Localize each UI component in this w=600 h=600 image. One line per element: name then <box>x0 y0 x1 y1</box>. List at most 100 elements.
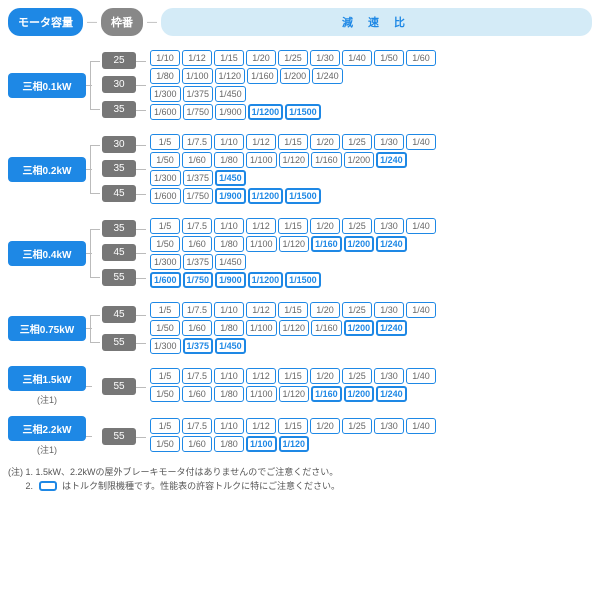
ratio-value: 1/50 <box>150 320 180 336</box>
motor-col: 三相0.2kW <box>8 132 86 206</box>
ratio-value: 1/1500 <box>285 272 321 288</box>
ratio-value: 1/15 <box>214 50 244 66</box>
ratio-value: 1/30 <box>374 134 404 150</box>
ratio-value: 1/100 <box>182 68 213 84</box>
ratio-value: 1/20 <box>246 50 276 66</box>
ratio-value: 1/120 <box>279 236 310 252</box>
ratio-value: 1/12 <box>246 134 276 150</box>
ratio-value: 1/240 <box>312 68 343 84</box>
ratio-value: 1/80 <box>214 386 244 402</box>
ratio-value: 1/30 <box>374 302 404 318</box>
ratio-value: 1/120 <box>279 436 310 452</box>
frame-block: 1/101/121/151/201/251/301/401/501/601/80… <box>150 50 592 84</box>
ratio-value: 1/120 <box>279 152 310 168</box>
highlight-legend-icon <box>39 481 57 491</box>
ratio-value: 1/12 <box>246 218 276 234</box>
motor-badge: 三相0.4kW <box>8 241 86 266</box>
ratio-value: 1/25 <box>342 368 372 384</box>
ratio-value: 1/375 <box>183 86 214 102</box>
ratio-value: 1/100 <box>246 320 277 336</box>
ratio-value: 1/300 <box>150 338 181 354</box>
ratio-value: 1/15 <box>278 134 308 150</box>
ratio-row: 1/51/7.51/101/121/151/201/251/301/40 <box>150 218 592 234</box>
ratio-value: 1/1200 <box>248 272 284 288</box>
ratio-value: 1/10 <box>214 134 244 150</box>
motor-col: 三相0.1kW <box>8 48 86 122</box>
ratio-value: 1/1500 <box>285 188 321 204</box>
ratio-value: 1/900 <box>215 188 246 204</box>
header-frame: 枠番 <box>101 8 143 36</box>
ratio-value: 1/375 <box>183 338 214 354</box>
motor-group: 三相0.1kW2530351/101/121/151/201/251/301/4… <box>8 48 592 122</box>
ratio-value: 1/20 <box>310 418 340 434</box>
ratio-value: 1/300 <box>150 170 181 186</box>
ratio-value: 1/25 <box>342 418 372 434</box>
ratio-value: 1/40 <box>406 134 436 150</box>
footnotes: (注) 1. 1.5kW、2.2kWの屋外ブレーキモータ付はありませんのでご注意… <box>8 466 592 493</box>
ratio-value: 1/80 <box>214 436 244 452</box>
ratio-value: 1/40 <box>406 368 436 384</box>
ratio-value: 1/20 <box>310 218 340 234</box>
ratio-row: 1/3001/3751/450 <box>150 254 592 270</box>
ratio-value: 1/240 <box>376 152 407 168</box>
ratio-col: 1/51/7.51/101/121/151/201/251/301/401/50… <box>150 366 592 406</box>
motor-group: 三相0.75kW45551/51/7.51/101/121/151/201/25… <box>8 300 592 356</box>
ratio-value: 1/7.5 <box>182 368 212 384</box>
ratio-value: 1/10 <box>214 368 244 384</box>
ratio-value: 1/100 <box>246 236 277 252</box>
ratio-row: 1/501/601/801/1001/1201/1601/2001/240 <box>150 386 592 402</box>
footnote-2: (注) 2. はトルク制限機種です。性能表の許容トルクに特にご注意ください。 <box>8 480 592 494</box>
ratio-row: 1/3001/3751/450 <box>150 86 592 102</box>
ratio-value: 1/50 <box>150 436 180 452</box>
ratio-value: 1/200 <box>344 152 375 168</box>
ratio-value: 1/7.5 <box>182 134 212 150</box>
motor-col: 三相0.4kW <box>8 216 86 290</box>
ratio-value: 1/30 <box>374 418 404 434</box>
ratio-value: 1/50 <box>150 152 180 168</box>
motor-badge: 三相1.5kW <box>8 366 86 391</box>
ratio-value: 1/450 <box>215 254 246 270</box>
frame-block: 1/6001/7501/9001/12001/1500 <box>150 188 592 204</box>
ratio-value: 1/40 <box>406 218 436 234</box>
ratio-value: 1/25 <box>278 50 308 66</box>
frame-badge: 55 <box>102 378 136 395</box>
ratio-row: 1/501/601/801/1001/1201/1601/2001/240 <box>150 152 592 168</box>
frame-block: 1/3001/3751/450 <box>150 86 592 102</box>
ratio-value: 1/15 <box>278 418 308 434</box>
ratio-row: 1/501/601/801/1001/1201/1601/2001/240 <box>150 320 592 336</box>
ratio-value: 1/80 <box>214 152 244 168</box>
frame-col: 354555 <box>102 216 136 290</box>
ratio-value: 1/120 <box>279 320 310 336</box>
ratio-value: 1/60 <box>182 436 212 452</box>
motor-badge: 三相2.2kW <box>8 416 86 441</box>
ratio-value: 1/240 <box>376 386 407 402</box>
ratio-value: 1/160 <box>311 320 342 336</box>
ratio-value: 1/60 <box>182 386 212 402</box>
header-ratio: 減 速 比 <box>161 8 592 36</box>
ratio-value: 1/60 <box>182 236 212 252</box>
motor-group: 三相2.2kW(注1)551/51/7.51/101/121/151/201/2… <box>8 416 592 456</box>
ratio-value: 1/5 <box>150 218 180 234</box>
motor-col: 三相2.2kW(注1) <box>8 416 86 456</box>
ratio-value: 1/100 <box>246 386 277 402</box>
ratio-value: 1/12 <box>182 50 212 66</box>
ratio-col: 1/51/7.51/101/121/151/201/251/301/40 1/50… <box>150 216 592 290</box>
ratio-row: 1/51/7.51/101/121/151/201/251/301/40 <box>150 302 592 318</box>
frame-badge: 35 <box>102 160 136 177</box>
ratio-value: 1/450 <box>215 338 246 354</box>
ratio-value: 1/900 <box>215 104 246 120</box>
sep-icon: — <box>147 17 157 28</box>
motor-group: 三相1.5kW(注1)551/51/7.51/101/121/151/201/2… <box>8 366 592 406</box>
frame-block: 1/6001/7501/9001/12001/1500 <box>150 104 592 120</box>
ratio-value: 1/5 <box>150 134 180 150</box>
ratio-value: 1/15 <box>278 368 308 384</box>
ratio-value: 1/20 <box>310 134 340 150</box>
frame-badge: 45 <box>102 244 136 261</box>
ratio-value: 1/15 <box>278 302 308 318</box>
ratio-col: 1/101/121/151/201/251/301/401/501/601/80… <box>150 48 592 122</box>
ratio-row: 1/501/601/801/1001/1201/1601/2001/240 <box>150 236 592 252</box>
ratio-row: 1/51/7.51/101/121/151/201/251/301/40 <box>150 134 592 150</box>
ratio-value: 1/12 <box>246 418 276 434</box>
frame-col: 55 <box>102 366 136 406</box>
ratio-value: 1/375 <box>183 170 214 186</box>
